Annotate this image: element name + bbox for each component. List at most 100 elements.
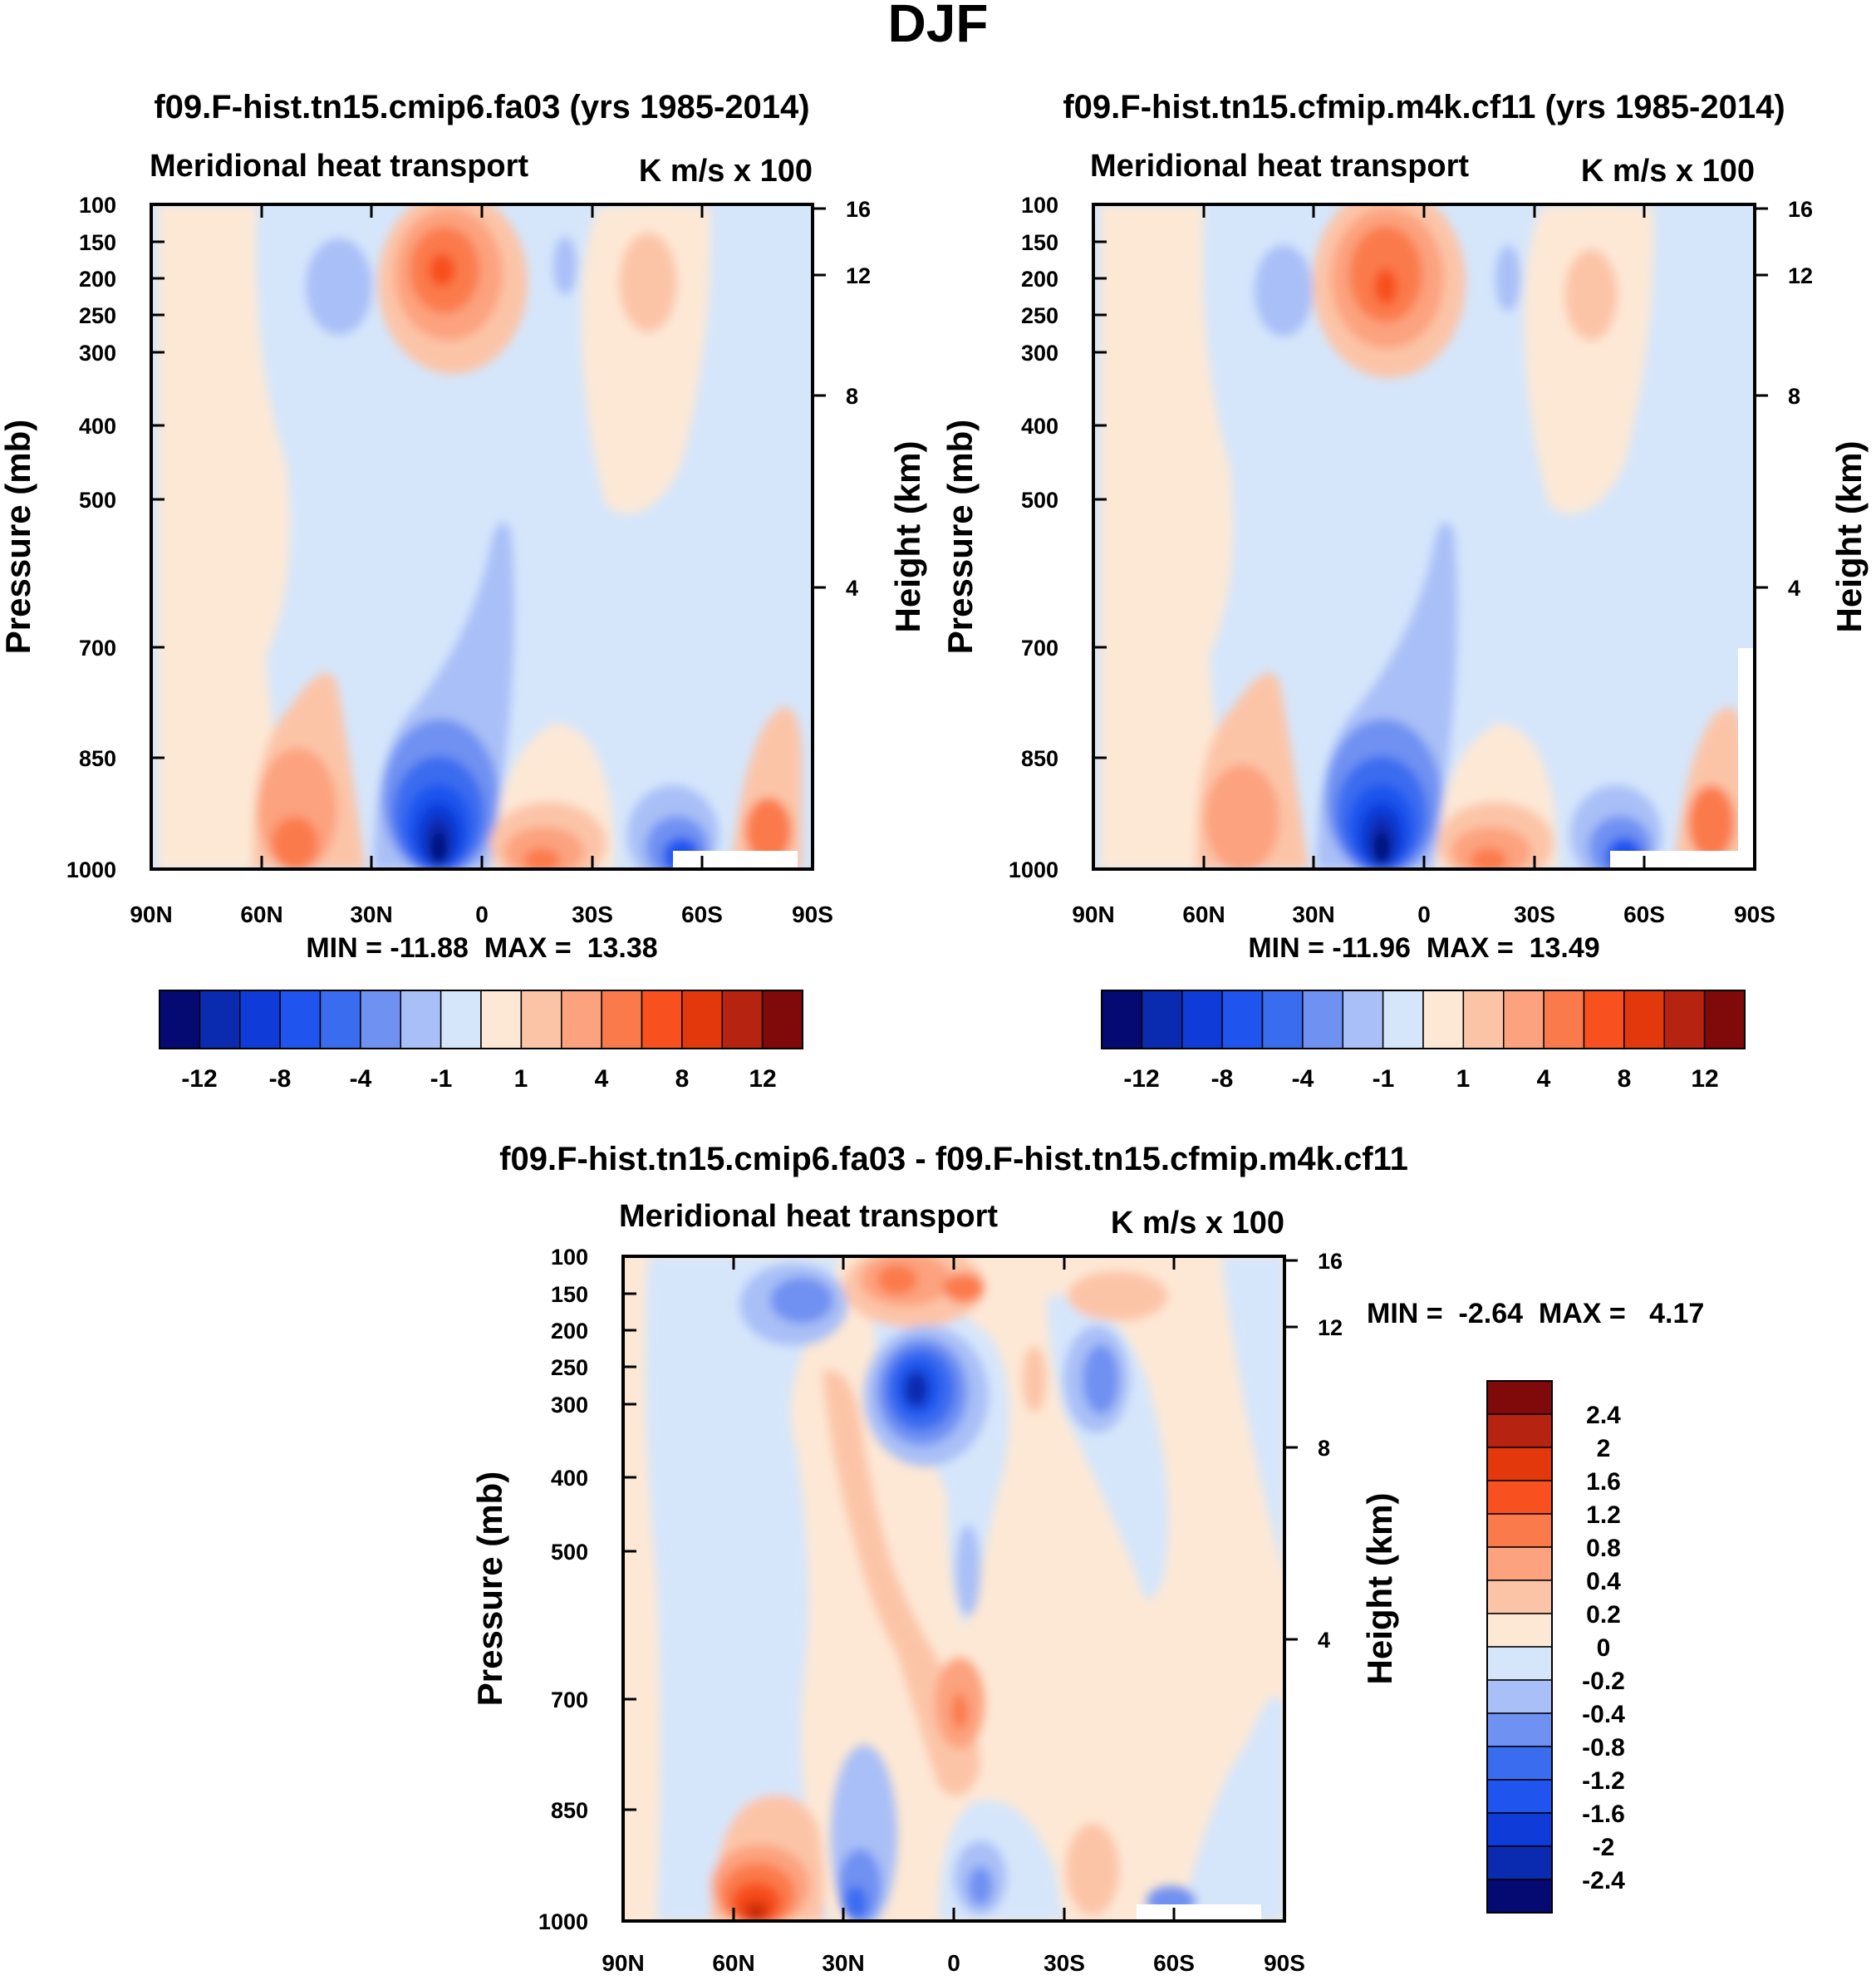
panel-a-colorbar-swatch — [761, 990, 803, 1049]
panel-b-colorbar-swatch — [1543, 990, 1585, 1049]
panel-a-colorbar-swatch — [561, 990, 602, 1049]
panel-b-ytick: 300 — [1021, 341, 1058, 366]
panel-diff-xtick: 0 — [947, 1950, 960, 1976]
panel-diff-ylabel-right: Height (km) — [1360, 1493, 1399, 1685]
panel-diff-colorbar-swatch — [1486, 1580, 1553, 1614]
panel-a-xtick: 30N — [350, 902, 392, 927]
panel-b-cb-label: -12 — [1123, 1065, 1159, 1093]
panel-diff-cb-label: 2.4 — [1586, 1402, 1621, 1429]
panel-a-colorbar-swatch — [681, 990, 723, 1049]
panel-a-ytick: 100 — [79, 193, 116, 218]
panel-diff-xtick: 90N — [602, 1950, 644, 1976]
panel-b-cb-label: 12 — [1691, 1065, 1718, 1093]
panel-b-sh-sub-positive-3 — [1471, 848, 1507, 869]
panel-b-y2-axis: 16 12 8 4 Height (km) — [1788, 197, 1869, 633]
panel-diff-ytick: 100 — [551, 1245, 588, 1270]
panel-b-sh-positive-region — [1525, 204, 1654, 514]
panel-b-polar-positive-inner — [1688, 785, 1735, 860]
panel-diff-xtick: 30N — [822, 1950, 864, 1976]
panel-diff-colorbar-swatch — [1486, 1546, 1553, 1581]
panel-diff-colorbar-swatch — [1486, 1613, 1553, 1648]
panel-b-ytick: 700 — [1021, 636, 1058, 661]
panel-a-colorbar-swatch — [159, 990, 201, 1049]
panel-diff-ytick: 850 — [551, 1798, 588, 1823]
panel-a-ytick: 1000 — [66, 857, 116, 882]
panel-diff-y2tick: 4 — [1318, 1628, 1330, 1653]
panel-a-colorbar-swatch — [601, 990, 643, 1049]
panel-a-colorbar-swatch — [520, 990, 562, 1049]
panel-b-ytick: 100 — [1021, 193, 1058, 218]
panel-diff-nh-low-negative-3 — [844, 1886, 867, 1919]
panel-b-colorbar-swatch — [1623, 990, 1665, 1049]
panel-a-title: f09.F-hist.tn15.cmip6.fa03 (yrs 1985-201… — [154, 89, 809, 125]
panel-diff-y2-axis: 16 12 8 4 Height (km) — [1318, 1249, 1399, 1685]
panel-diff-colorbar-swatch — [1486, 1712, 1553, 1747]
panel-b-colorbar-swatch — [1221, 990, 1264, 1049]
panel-b-ylabel-right: Height (km) — [1829, 441, 1869, 633]
panel-b-colorbar-swatch — [1422, 990, 1465, 1049]
panel-a-sh-positive-region — [582, 204, 711, 514]
panel-diff-cb-label: 0.2 — [1586, 1601, 1621, 1629]
panel-a-colorbar-swatch — [239, 990, 281, 1049]
panel-diff-far-sh-negative-region — [1221, 1256, 1284, 1579]
panel-a-cb-label: 12 — [749, 1065, 776, 1093]
panel-diff-colorbar-swatches — [1486, 1380, 1553, 1914]
panel-a-colorbar-swatch — [360, 990, 401, 1049]
panel-a-sh-sub-positive-3 — [523, 848, 560, 869]
panel-a-colorbar-swatches — [159, 990, 803, 1049]
panel-b-missing-data-edge — [1738, 648, 1755, 869]
panel-b-x-axis: 90N 60N 30N 0 30S 60S 90S — [1072, 902, 1775, 927]
panel-b-xtick: 30N — [1292, 902, 1334, 927]
panel-b-ytick: 400 — [1021, 414, 1058, 439]
panel-a-ytick: 700 — [79, 636, 116, 661]
panel-b-ytick: 150 — [1021, 230, 1058, 255]
panel-b-nh-upper-negative — [1255, 245, 1313, 337]
panel-a-cb-label: -4 — [350, 1065, 372, 1093]
panel-diff-colorbar-swatch — [1486, 1447, 1553, 1481]
panel-diff-ytick: 200 — [551, 1319, 588, 1344]
panel-diff-colorbar-swatch — [1486, 1679, 1553, 1714]
panel-b-colorbar: -12 -8 -4 -1 1 4 8 12 — [1101, 990, 1746, 1093]
panel-a-cb-label: -12 — [181, 1065, 217, 1093]
panel-diff-y2tick: 8 — [1318, 1436, 1330, 1461]
panel-b-sh-upper-positive — [1564, 249, 1618, 341]
panel-diff-tropical-positive-core — [951, 1693, 968, 1730]
panel-diff-xtick: 60N — [712, 1950, 754, 1976]
panel-diff-ylabel: Pressure (mb) — [470, 1471, 509, 1706]
panel-b-colorbar-frame — [1101, 990, 1746, 1049]
panel-b-ylabel: Pressure (mb) — [940, 420, 980, 654]
panel-b-field — [1093, 204, 1755, 869]
panel-diff-sh-low-negative-2 — [968, 1866, 993, 1906]
panel-diff-cb-label: -2.4 — [1582, 1867, 1625, 1894]
panel-b-xtick: 30S — [1514, 902, 1555, 927]
panel-diff-sh-upper-positive-1 — [1068, 1271, 1167, 1321]
panel-a-cb-label: 1 — [514, 1065, 528, 1093]
panel-diff-colorbar-swatch — [1486, 1480, 1553, 1515]
panel-b-nh-positive-region — [1100, 204, 1234, 869]
panel-a-xtick: 90S — [792, 902, 833, 927]
panel-diff-nh-low-positive-core — [749, 1908, 764, 1921]
panel-a-nh-upper-negative — [306, 238, 372, 335]
panel-a-tropical-negative-core — [431, 831, 446, 864]
panel-b-colorbar-swatch — [1503, 990, 1545, 1049]
panel-diff-upper-nh-negative-2 — [770, 1277, 833, 1324]
panel-diff-ytick: 150 — [551, 1282, 588, 1307]
panel-diff-colorbar-swatch — [1486, 1413, 1553, 1448]
panel-b-tropical-negative-core — [1374, 831, 1389, 864]
panel-diff-ytick: 400 — [551, 1466, 588, 1491]
panel-diff-colorbar-swatch — [1486, 1646, 1553, 1681]
panel-b-ytick: 250 — [1021, 303, 1058, 328]
panel-diff-sh-upper-negative-2 — [1083, 1344, 1119, 1414]
panel-diff-cb-label: 1.2 — [1586, 1501, 1621, 1529]
panel-diff-cb-label: 0.4 — [1586, 1568, 1621, 1595]
panel-a-colorbar-swatch — [641, 990, 683, 1049]
panel-a-cb-label: 4 — [595, 1065, 609, 1093]
panel-a-stats: MIN = -11.88 MAX = 13.38 — [306, 932, 657, 964]
panel-diff-xtick: 30S — [1044, 1950, 1085, 1976]
panel-b-xtick: 90N — [1072, 902, 1114, 927]
panel-a-field — [151, 204, 813, 869]
panel-diff-y2tick: 12 — [1318, 1315, 1343, 1340]
panel-b-colorbar-swatch — [1382, 990, 1424, 1049]
panel-a-ytick: 200 — [79, 267, 116, 292]
panel-diff-colorbar-swatch — [1486, 1380, 1553, 1415]
